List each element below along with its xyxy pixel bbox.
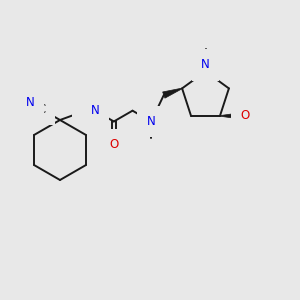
Text: C: C: [37, 103, 45, 116]
Text: O: O: [109, 138, 119, 152]
Text: N: N: [91, 104, 100, 117]
Text: N: N: [26, 96, 35, 110]
Text: N: N: [147, 115, 156, 128]
Polygon shape: [220, 113, 239, 119]
Text: H: H: [80, 106, 89, 116]
Polygon shape: [163, 88, 182, 98]
Text: N: N: [201, 58, 210, 71]
Text: O: O: [240, 110, 250, 122]
